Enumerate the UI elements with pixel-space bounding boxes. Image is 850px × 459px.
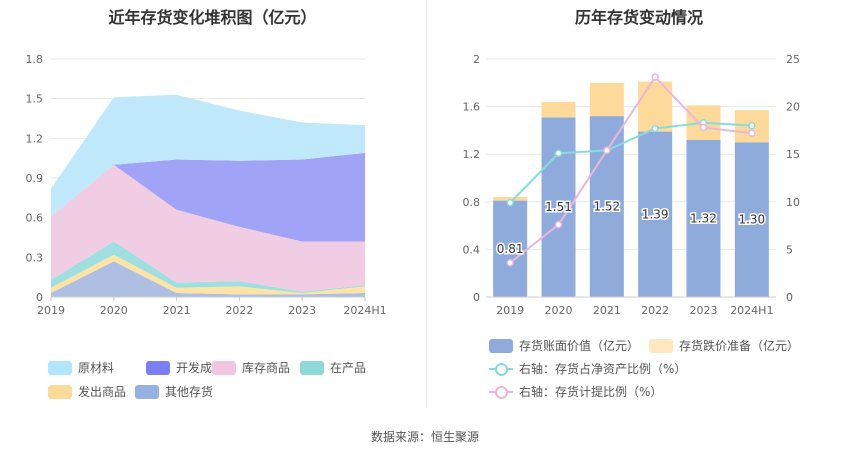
x-tick-label: 2021 <box>593 304 621 317</box>
bar-data-label: 0.81 <box>497 242 524 256</box>
legend-swatch <box>135 384 159 399</box>
line-point <box>603 146 611 155</box>
y-tick-label: 0.8 <box>463 196 481 209</box>
line-右轴：存货计提比例（%） <box>509 75 752 264</box>
legend-line-marker <box>489 385 513 399</box>
area-series-原材料 <box>51 94 365 217</box>
legend-swatch <box>48 360 72 375</box>
bar-存货账面价值（亿元） <box>493 200 528 297</box>
line-point <box>554 220 563 229</box>
legend-label: 右轴：存货占净资产比例（%） <box>519 362 687 376</box>
legend-label: 库存商品 <box>242 361 291 375</box>
y2-tick-label: 0 <box>786 291 793 304</box>
bar-存货账面价值（亿元） <box>734 142 769 297</box>
x-tick-label: 2024H1 <box>730 304 773 317</box>
legend-item-net-asset-ratio[interactable]: 右轴：存货占净资产比例（%） <box>489 360 686 377</box>
legend-label: 原材料 <box>78 361 115 375</box>
x-tick-label: 2023 <box>288 304 316 317</box>
x-tick-label: 2022 <box>225 304 253 317</box>
bar-存货跌价准备（亿元） <box>493 197 528 201</box>
bar-存货账面价值（亿元） <box>638 131 673 297</box>
legend-line-marker <box>489 362 513 376</box>
y-tick-label: 0 <box>36 291 43 304</box>
data-source-footer: 数据来源：恒生聚源 <box>370 430 479 444</box>
x-tick-label: 2020 <box>100 304 128 317</box>
legend-item-shipped-goods[interactable]: 发出商品 <box>48 383 126 400</box>
line-point <box>651 73 659 81</box>
legend-swatch <box>146 360 170 375</box>
legend-swatch <box>489 338 513 353</box>
legend-label: 发出商品 <box>78 385 127 399</box>
x-tick-label: 2019 <box>496 304 524 317</box>
y2-tick-label: 15 <box>786 148 800 161</box>
area-series-在产品 <box>51 241 365 294</box>
legend-swatch <box>48 384 72 399</box>
y-tick-label: 1.2 <box>463 148 481 161</box>
legend-swatch <box>212 360 236 375</box>
y-tick-label: 2 <box>473 53 480 66</box>
bar-data-label: 1.32 <box>690 211 717 225</box>
legend-item-wip[interactable]: 在产品 <box>300 359 366 376</box>
legend-item-finished-goods[interactable]: 库存商品 <box>212 359 290 376</box>
x-tick-label: 2020 <box>545 304 573 317</box>
legend-label: 存货跌价准备（亿元） <box>679 339 800 353</box>
line-point <box>748 129 756 138</box>
y-tick-label: 1.6 <box>463 101 481 114</box>
y-tick-label: 0.9 <box>26 172 44 185</box>
y-tick-label: 0.3 <box>26 251 44 264</box>
legend-label: 存货账面价值（亿元） <box>519 339 640 353</box>
stacked-area-chart: 0 0.3 0.6 0.9 1.2 1.5 1.8 2019 2020 2021 2022 2023 2… <box>26 53 387 317</box>
legend-item-impairment[interactable]: 存货跌价准备（亿元） <box>649 337 799 354</box>
y-tick-label: 1.8 <box>26 53 44 66</box>
y-tick-label: 0.4 <box>463 243 481 256</box>
y-tick-label: 1.2 <box>26 132 44 145</box>
x-tick-label: 2021 <box>163 304 191 317</box>
y-tick-label: 0 <box>473 291 480 304</box>
legend-label: 其他存货 <box>165 385 214 399</box>
y2-tick-label: 25 <box>786 53 800 66</box>
line-point <box>554 149 563 157</box>
x-tick-label: 2022 <box>641 304 669 317</box>
bar-data-label: 1.30 <box>738 213 765 227</box>
y-tick-label: 1.5 <box>26 93 44 106</box>
legend-item-other-inventory[interactable]: 其他存货 <box>135 383 213 400</box>
legend-item-raw-material[interactable]: 原材料 <box>48 359 114 376</box>
area-series-其他存货 <box>51 261 365 297</box>
bar-存货跌价准备（亿元） <box>589 82 624 117</box>
area-series-开发成本 <box>51 152 365 242</box>
line-point <box>651 124 659 133</box>
right-chart-title: 历年存货变动情况 <box>574 8 703 27</box>
line-point <box>506 199 514 207</box>
x-tick-label: 2019 <box>37 304 65 317</box>
bar-data-label: 1.39 <box>642 207 669 221</box>
stacked-area-panel: 近年存货变化堆积图（亿元） 0 0.3 0.6 0.9 1.2 1.5 1.8 2019 202… <box>0 0 425 420</box>
y2-tick-label: 20 <box>786 101 800 114</box>
line-右轴：存货占净资产比例（%） <box>509 121 752 204</box>
line-point <box>748 121 756 130</box>
legend-item-book-value[interactable]: 存货账面价值（亿元） <box>489 337 639 354</box>
y-tick-label: 0.6 <box>26 212 44 225</box>
bar-存货跌价准备（亿元） <box>541 101 576 118</box>
bar-存货账面价值（亿元） <box>686 139 721 297</box>
area-series-库存商品 <box>51 164 365 292</box>
y2-tick-label: 10 <box>786 196 800 209</box>
panel-divider <box>426 0 427 408</box>
bar-data-label: 1.51 <box>545 200 572 214</box>
x-tick-label: 2024H1 <box>343 304 386 317</box>
legend-label: 右轴：存货计提比例（%） <box>519 385 663 399</box>
inventory-change-panel: 历年存货变动情况 0 0.4 0.8 1.2 1.6 2 0 5 10 15 20 25 0.81 1.5… <box>428 0 850 420</box>
line-point <box>506 258 514 267</box>
y2-tick-label: 5 <box>786 243 793 256</box>
legend-label: 在产品 <box>330 361 367 375</box>
line-point <box>699 123 708 132</box>
legend-swatch <box>649 338 673 353</box>
x-tick-label: 2023 <box>690 304 718 317</box>
legend-item-provision-ratio[interactable]: 右轴：存货计提比例（%） <box>489 383 662 400</box>
left-chart-title: 近年存货变化堆积图（亿元） <box>108 8 317 27</box>
bar-data-label: 1.52 <box>593 200 620 214</box>
area-series-发出商品 <box>51 254 365 295</box>
legend-swatch <box>300 360 324 375</box>
